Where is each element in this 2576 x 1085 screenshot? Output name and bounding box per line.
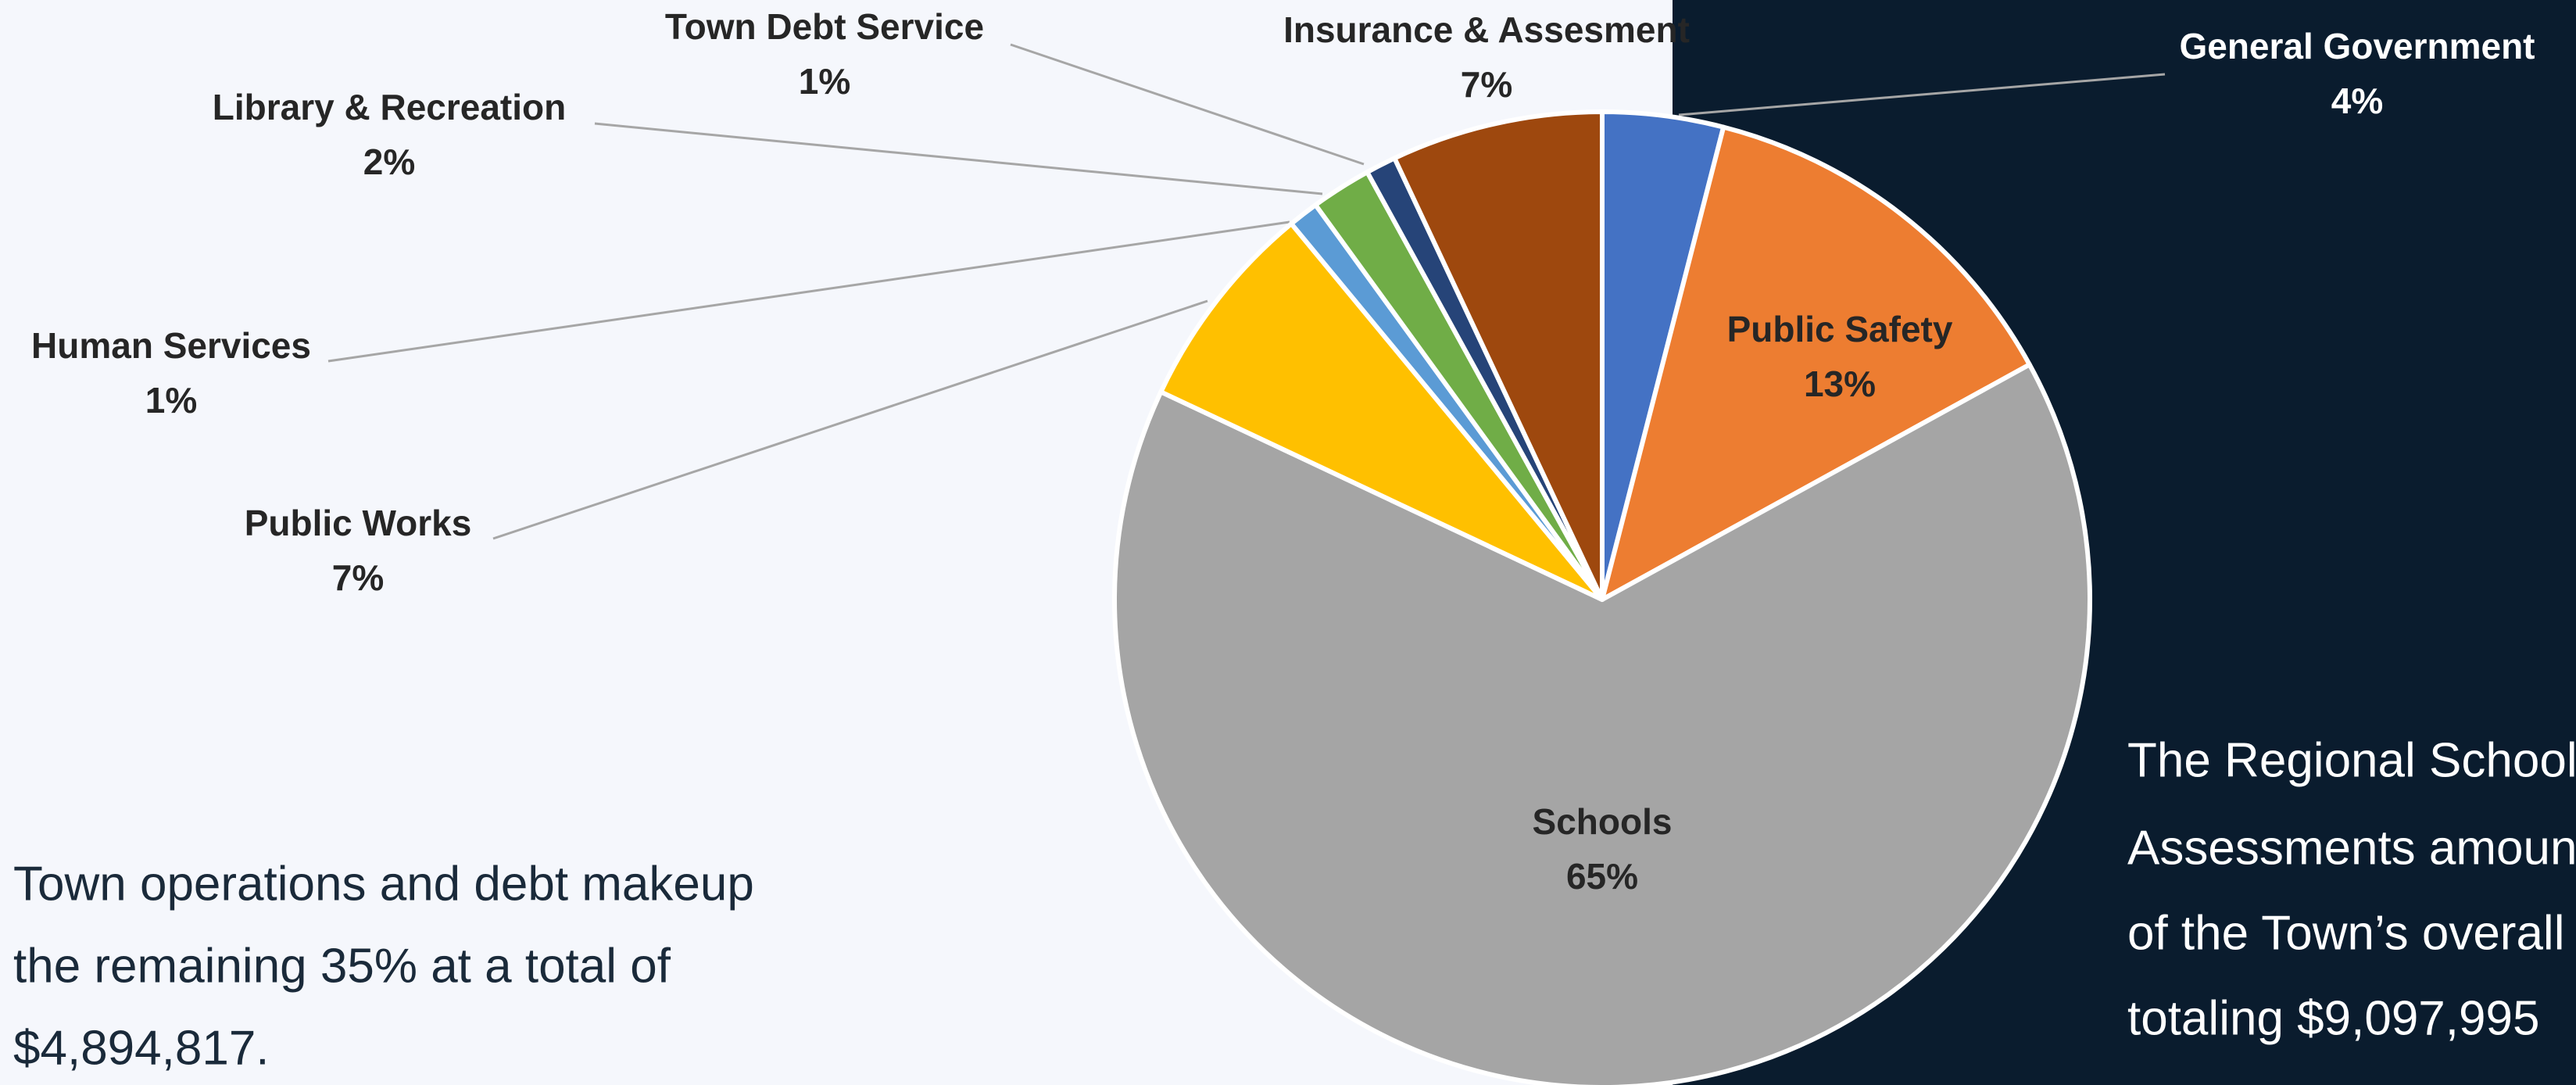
slice-value-label: 2% xyxy=(363,141,415,182)
slice-value-label: 1% xyxy=(799,61,850,102)
slice-value-label: 4% xyxy=(2331,81,2383,121)
slice-value-label: 7% xyxy=(332,557,384,598)
leader-line xyxy=(492,299,1208,540)
annotation-line: The Regional School D xyxy=(2127,733,2576,787)
annotation-line: Town operations and debt makeup xyxy=(13,857,754,911)
slice-label: Town Debt Service xyxy=(665,6,984,47)
annotation-line: the remaining 35% at a total of xyxy=(13,939,671,993)
annotation-line: Assessments amount xyxy=(2127,821,2576,875)
pie-slice xyxy=(1392,109,1605,602)
leader-line xyxy=(1678,73,2166,116)
annotation-line: $4,894,817. xyxy=(13,1021,270,1075)
slice-value-label: 65% xyxy=(1566,856,1638,897)
slice-label: Insurance & Assesment xyxy=(1283,9,1690,50)
leader-line xyxy=(327,220,1290,363)
leader-line xyxy=(1010,43,1365,166)
slice-label: General Government xyxy=(2179,26,2535,66)
slice-value-label: 13% xyxy=(1804,363,1876,404)
annotation-line: totaling $9,097,995 xyxy=(2127,991,2539,1045)
slice-value-label: 7% xyxy=(1461,64,1512,105)
pie-slice xyxy=(1600,124,2032,602)
annotation-line: of the Town’s overall xyxy=(2127,906,2564,960)
slice-label: Schools xyxy=(1533,801,1673,842)
pie-slice xyxy=(1158,221,1605,602)
slice-label: Public Works xyxy=(245,503,472,543)
pie-slice xyxy=(1112,362,2092,1085)
slice-label: Library & Recreation xyxy=(213,87,566,127)
slice-value-label: 1% xyxy=(145,380,197,421)
slice-label: Human Services xyxy=(31,325,311,366)
slice-label: Public Safety xyxy=(1727,309,1953,349)
leader-line xyxy=(594,122,1323,195)
